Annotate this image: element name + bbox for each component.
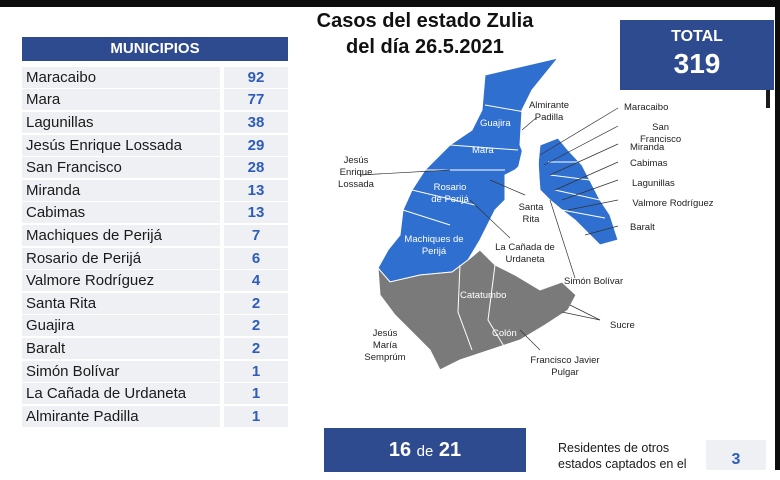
zulia-map: Guajira Almirante Padilla Maracaibo San …: [300, 50, 714, 390]
municipio-name: Miranda: [22, 179, 220, 201]
residentes-text: Residentes de otros estados captados en …: [558, 441, 687, 471]
municipio-value: 2: [224, 315, 288, 337]
municipio-row: Mara 77: [22, 89, 288, 112]
map-label-rosario-de-perija: Rosario de Perijá: [431, 182, 469, 205]
lake: [515, 145, 550, 210]
municipio-name: Maracaibo: [22, 66, 220, 88]
map-label-machiques-de-perija: Machiques de Perijá: [404, 234, 464, 257]
map-label-jesus-enrique-lossada: Jesús Enrique Lossada: [338, 155, 374, 190]
top-border: [0, 0, 780, 7]
map-label-simon-bolivar: Simón Bolívar: [564, 276, 624, 287]
municipio-name: Almirante Padilla: [22, 405, 220, 427]
municipio-row: La Cañada de Urdaneta 1: [22, 382, 288, 405]
progress-total: 21: [438, 439, 462, 461]
map-label-almirante-padilla: Almirante Padilla: [528, 100, 570, 123]
municipio-value: 13: [224, 179, 288, 201]
municipio-name: Simón Bolívar: [22, 360, 220, 382]
total-box: TOTAL 319: [620, 20, 774, 90]
municipio-row: Lagunillas 38: [22, 111, 288, 134]
municipio-name: Guajira: [22, 315, 220, 337]
municipio-name: Valmore Rodríguez: [22, 270, 220, 292]
municipio-row: Cabimas 13: [22, 202, 288, 225]
title-line-2: del día 26.5.2021: [346, 36, 504, 58]
municipio-row: Rosario de Perijá 6: [22, 247, 288, 270]
municipio-name: Rosario de Perijá: [22, 247, 220, 269]
progress-count: 16: [388, 439, 412, 461]
municipio-row: Santa Rita 2: [22, 292, 288, 315]
municipio-value: 2: [224, 337, 288, 359]
residentes-value: 3: [706, 440, 766, 470]
municipio-row: Almirante Padilla 1: [22, 405, 288, 428]
map-label-maracaibo: Maracaibo: [624, 102, 669, 113]
municipio-row: Machiques de Perijá 7: [22, 224, 288, 247]
municipio-value: 38: [224, 111, 288, 133]
municipio-row: Maracaibo 92: [22, 66, 288, 89]
municipio-row: Jesús Enrique Lossada 29: [22, 134, 288, 157]
municipio-row: Miranda 13: [22, 179, 288, 202]
municipio-row: Guajira 2: [22, 315, 288, 338]
map-label-catatumbo: Catatumbo: [460, 290, 507, 301]
right-border: [775, 0, 780, 470]
municipio-value: 1: [224, 405, 288, 427]
municipio-value: 77: [224, 89, 288, 111]
municipio-value: 28: [224, 157, 288, 179]
municipio-name: Santa Rita: [22, 292, 220, 314]
map-label-mara: Mara: [472, 145, 494, 156]
map-label-colon: Colón: [492, 328, 517, 339]
map-svg: [359, 57, 619, 371]
municipio-row: Valmore Rodríguez 4: [22, 269, 288, 292]
municipio-name: Cabimas: [22, 202, 220, 224]
title-line-1: Casos del estado Zulia: [316, 10, 534, 32]
map-label-la-canada-de-urdaneta: La Cañada de Urdaneta: [495, 242, 555, 265]
map-label-lagunillas: Lagunillas: [632, 178, 675, 189]
progress-de: de: [416, 443, 434, 460]
page-title: Casos del estado Zulia del día 26.5.2021: [290, 8, 560, 60]
progress-box: 16 de 21: [324, 428, 526, 472]
map-label-sucre: Sucre: [610, 320, 635, 331]
municipio-value: 1: [224, 383, 288, 405]
municipios-header: MUNICIPIOS: [22, 37, 288, 61]
municipio-name: Lagunillas: [22, 111, 220, 133]
municipio-name: Jesús Enrique Lossada: [22, 134, 220, 156]
scrollbar[interactable]: [766, 78, 770, 108]
map-label-jesus-maria-semprum: Jesús María Semprúm: [364, 328, 406, 363]
total-value: 319: [673, 48, 721, 79]
municipio-name: Baralt: [22, 337, 220, 359]
municipio-value: 7: [224, 224, 288, 246]
municipio-value: 4: [224, 270, 288, 292]
municipio-row: San Francisco 28: [22, 156, 288, 179]
municipio-value: 2: [224, 292, 288, 314]
municipio-row: Simón Bolívar 1: [22, 360, 288, 383]
municipio-value: 13: [224, 202, 288, 224]
map-label-francisco-javier-pulgar: Francisco Javier Pulgar: [530, 355, 600, 378]
municipio-name: La Cañada de Urdaneta: [22, 383, 220, 405]
map-label-santa-rita: Santa Rita: [518, 202, 544, 225]
municipio-value: 29: [224, 134, 288, 156]
map-label-cabimas: Cabimas: [630, 158, 668, 169]
municipio-name: Machiques de Perijá: [22, 224, 220, 246]
municipios-table: Maracaibo 92 Mara 77 Lagunillas 38 Jesús Enriq…: [22, 66, 288, 428]
municipio-row: Baralt 2: [22, 337, 288, 360]
municipio-value: 92: [224, 66, 288, 88]
map-label-baralt: Baralt: [630, 222, 655, 233]
municipio-value: 6: [224, 247, 288, 269]
map-label-miranda: Miranda: [630, 142, 665, 153]
map-region-blue-east: [537, 137, 619, 246]
municipio-name: San Francisco: [22, 157, 220, 179]
map-label-valmore-rodriguez: Valmore Rodríguez: [632, 198, 714, 209]
map-label-san-francisco: San Francisco: [640, 122, 682, 145]
map-label-guajira: Guajira: [480, 118, 511, 129]
total-label: TOTAL: [671, 28, 723, 45]
municipio-value: 1: [224, 360, 288, 382]
municipio-name: Mara: [22, 89, 220, 111]
